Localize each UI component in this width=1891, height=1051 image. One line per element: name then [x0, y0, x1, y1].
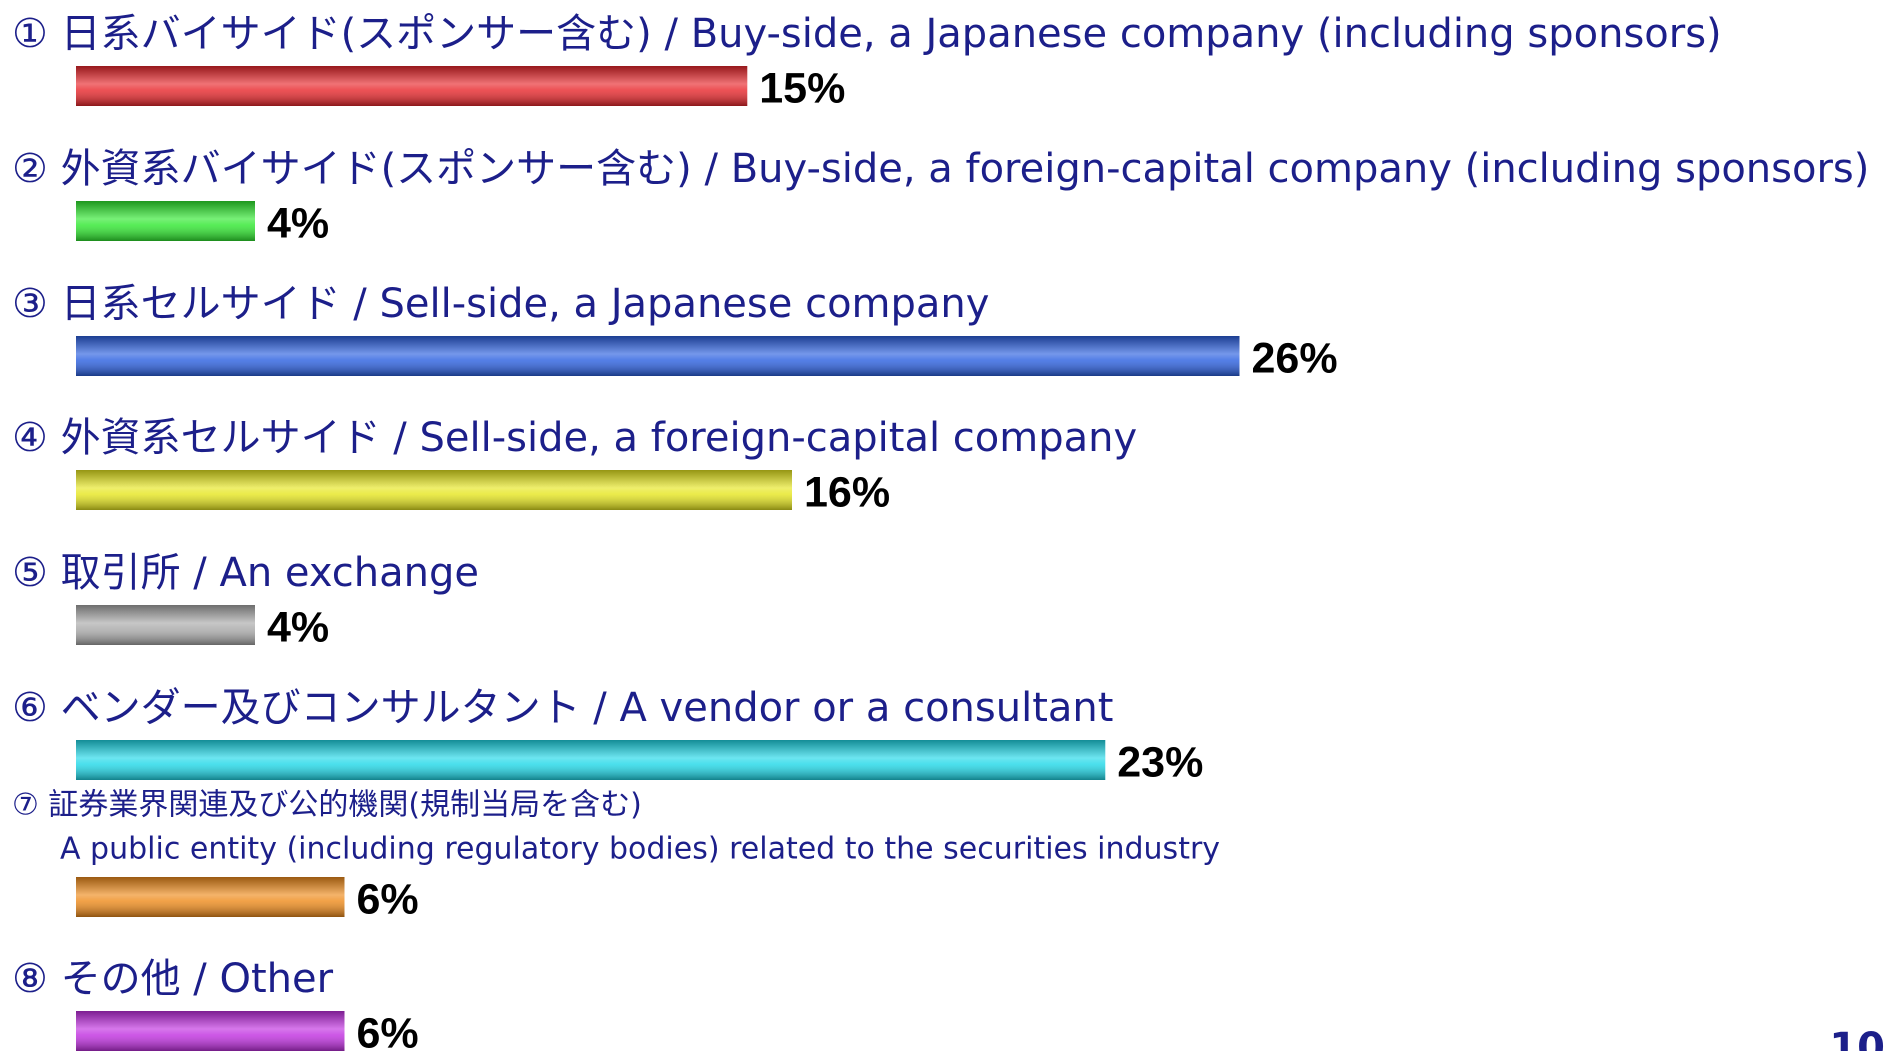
category-label: ⑥ ベンダー及びコンサルタント / A vendor or a consulta…	[12, 685, 1113, 731]
bar-gloss	[76, 201, 255, 241]
value-label: 23%	[1117, 738, 1203, 786]
value-label: 6%	[357, 1009, 419, 1051]
value-label: 4%	[267, 199, 329, 247]
value-label: 26%	[1252, 334, 1338, 382]
category-label: ⑦ 証券業界関連及び公的機関(規制当局を含む)	[12, 788, 642, 823]
category-label: ① 日系バイサイド(スポンサー含む) / Buy-side, a Japanes…	[12, 11, 1722, 57]
category-label: ② 外資系バイサイド(スポンサー含む) / Buy-side, a foreig…	[12, 146, 1869, 192]
bar-gloss	[76, 740, 1106, 780]
category-label: ⑧ その他 / Other	[12, 956, 334, 1002]
category-label: ③ 日系セルサイド / Sell-side, a Japanese compan…	[12, 281, 989, 327]
bar-gloss	[76, 1011, 345, 1051]
value-label: 16%	[804, 468, 890, 516]
bar-gloss	[76, 877, 345, 917]
bar-gloss	[76, 336, 1240, 376]
bar-gloss	[76, 470, 792, 510]
value-label: 4%	[267, 603, 329, 651]
bar-gloss	[76, 605, 255, 645]
category-label: A public entity (including regulatory bo…	[60, 832, 1220, 867]
category-label: ⑤ 取引所 / An exchange	[12, 550, 479, 596]
value-label: 15%	[759, 64, 845, 112]
page-number: 10	[1829, 1025, 1885, 1051]
value-label: 6%	[357, 875, 419, 923]
category-label: ④ 外資系セルサイド / Sell-side, a foreign-capita…	[12, 415, 1137, 461]
bar-gloss	[76, 66, 748, 106]
